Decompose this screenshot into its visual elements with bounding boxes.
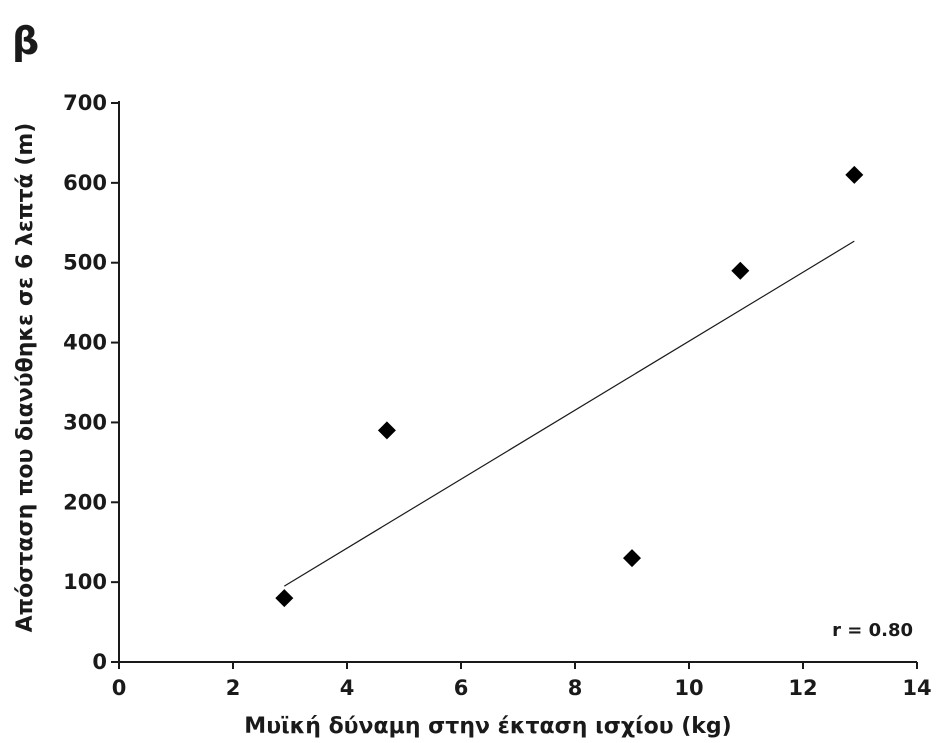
- y-tick-label: 0: [92, 650, 107, 674]
- x-tick-label: 2: [226, 676, 241, 700]
- data-point: [845, 165, 864, 184]
- x-tick-label: 8: [568, 676, 583, 700]
- trendline: [283, 240, 855, 587]
- data-point: [377, 421, 396, 440]
- y-axis-title: Απόσταση που διανύθηκε σε 6 λεπτά (m): [13, 123, 38, 633]
- y-tick-label: 600: [63, 171, 107, 195]
- x-tick-label: 14: [902, 676, 931, 700]
- y-tick-label: 200: [63, 490, 107, 514]
- correlation-annotation: r = 0.80: [832, 620, 913, 641]
- x-tick-label: 6: [454, 676, 469, 700]
- data-points: [275, 165, 864, 608]
- y-tick-label: 500: [63, 251, 107, 275]
- x-tick-label: 4: [340, 676, 355, 700]
- data-point: [731, 261, 750, 280]
- data-point: [623, 549, 641, 568]
- y-tick-label: 300: [63, 410, 107, 434]
- x-axis-title: Μυϊκή δύναμη στην έκταση ισχίου (kg): [244, 714, 731, 739]
- y-tick-label: 700: [63, 91, 107, 115]
- panel-label: β: [12, 19, 39, 63]
- x-tick-label: 0: [112, 676, 127, 700]
- y-tick-label: 100: [63, 570, 107, 594]
- data-point: [275, 589, 294, 608]
- x-axis-ticks: 0 2 4 6 8 10 12 14: [112, 662, 932, 700]
- x-tick-label: 12: [788, 676, 817, 700]
- y-axis-ticks: 0 100 200 300 400 500 600 700: [63, 91, 119, 674]
- y-tick-label: 400: [63, 331, 107, 355]
- x-tick-label: 10: [674, 676, 703, 700]
